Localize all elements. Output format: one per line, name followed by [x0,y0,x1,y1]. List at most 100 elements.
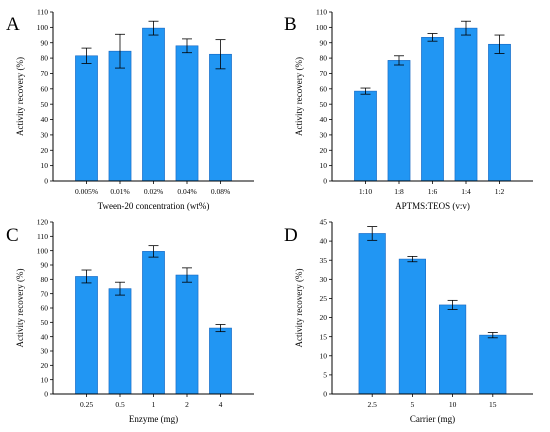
panel-letter: A [6,14,20,35]
x-tick-label: 1:8 [394,187,404,196]
y-tick-label: 50 [41,100,49,109]
panel-letter: C [6,225,19,246]
x-tick-label: 1:2 [495,187,505,196]
bar [209,53,232,182]
y-tick-label: 30 [41,347,49,356]
x-axis-label: APTMS:TEOS (v:v) [395,201,470,211]
x-tick-label: 4 [219,400,223,409]
y-tick-label: 10 [320,161,328,170]
y-tick-label: 0 [44,177,48,186]
bar [479,334,507,395]
y-tick-label: 100 [37,246,49,255]
x-tick-label: 0.005% [75,187,98,196]
y-axis-label: Activity recovery (%) [294,57,304,136]
x-tick-label: 1:10 [359,187,373,196]
y-tick-label: 70 [320,69,328,78]
x-tick-label: 0.02% [144,187,163,196]
y-tick-label: 80 [320,54,328,63]
bar [142,251,165,395]
panel-d: D 0 5 10 15 20 25 30 35 40 45 2.5 5 10 15 Carrier (mg) A… [284,218,533,424]
bar [421,37,444,182]
y-axis-label: Activity recovery (%) [15,57,25,136]
y-tick-label: 70 [41,69,49,78]
x-tick-label: 1 [152,400,156,409]
bar [75,276,98,395]
y-tick-label: 110 [37,232,48,241]
y-tick-label: 60 [320,84,328,93]
y-tick-label: 80 [41,54,49,63]
y-tick-label: 30 [320,131,328,140]
x-tick-label: 2 [185,400,189,409]
bar [488,43,511,182]
y-tick-label: 0 [323,177,327,186]
y-tick-label: 20 [41,146,49,155]
y-axis-label: Activity recovery (%) [294,269,304,348]
x-tick-label: 0.04% [177,187,196,196]
y-tick-label: 10 [41,375,49,384]
bar [454,27,478,182]
x-tick-label: 0.5 [115,400,125,409]
x-tick-label: 1:6 [428,187,438,196]
y-tick-label: 70 [41,289,49,298]
y-tick-label: 60 [41,304,49,313]
y-tick-label: 60 [41,84,49,93]
y-tick-label: 120 [37,218,49,227]
panel-b: B 0 10 20 30 40 50 60 70 80 90 100 110 1:10 1:8 1:6 1:4 1… [284,8,533,211]
y-tick-label: 5 [323,370,327,379]
panel-letter: D [284,225,298,246]
y-tick-label: 90 [320,38,328,47]
bar [142,27,165,182]
bar [354,90,377,182]
bar [209,327,232,395]
y-tick-label: 20 [41,361,49,370]
y-tick-label: 15 [320,332,328,341]
y-tick-label: 20 [320,146,328,155]
panel-a: A 0 10 20 30 40 50 60 70 80 90 100 110 0.005% 0.01% 0.0… [6,8,254,211]
y-tick-label: 40 [41,332,49,341]
y-tick-label: 10 [41,161,49,170]
x-axis-label: Carrier (mg) [410,414,455,424]
y-tick-label: 10 [320,351,328,360]
y-tick-label: 45 [320,218,328,227]
y-tick-label: 90 [41,38,49,47]
y-tick-label: 30 [320,275,328,284]
y-tick-label: 50 [320,100,328,109]
x-tick-label: 0.01% [110,187,129,196]
bar [175,274,199,395]
bar [358,233,386,395]
x-tick-label: 2.5 [368,400,378,409]
y-axis-label: Activity recovery (%) [15,269,25,348]
y-tick-label: 0 [323,390,327,399]
y-tick-label: 50 [41,318,49,327]
x-tick-label: 15 [489,400,497,409]
y-tick-label: 30 [41,131,49,140]
y-tick-label: 100 [316,23,328,32]
x-tick-label: 0.25 [80,400,93,409]
y-tick-label: 0 [44,390,48,399]
x-axis-label: Enzyme (mg) [129,414,178,424]
panel-letter: B [284,14,297,35]
y-tick-label: 35 [320,256,328,265]
y-tick-label: 40 [320,115,328,124]
x-tick-label: 0.08% [211,187,230,196]
y-tick-label: 25 [320,294,328,303]
y-tick-label: 40 [41,115,49,124]
x-tick-label: 10 [449,400,457,409]
y-tick-label: 110 [316,8,327,17]
y-tick-label: 110 [37,8,48,17]
y-tick-label: 40 [320,237,328,246]
bar [75,55,98,182]
bar [175,45,199,182]
x-tick-label: 5 [411,400,415,409]
bar [108,50,132,182]
panel-c: C 0 10 20 30 40 50 60 70 80 90 100 110 120 0.25 0.5 1 2 4 E… [6,218,254,424]
bar [439,304,467,395]
y-tick-label: 80 [41,275,49,284]
bar [108,288,132,395]
bar [398,258,426,395]
y-tick-label: 90 [41,261,49,270]
x-tick-label: 1:4 [461,187,471,196]
bar [387,60,411,182]
y-tick-label: 20 [320,313,328,322]
